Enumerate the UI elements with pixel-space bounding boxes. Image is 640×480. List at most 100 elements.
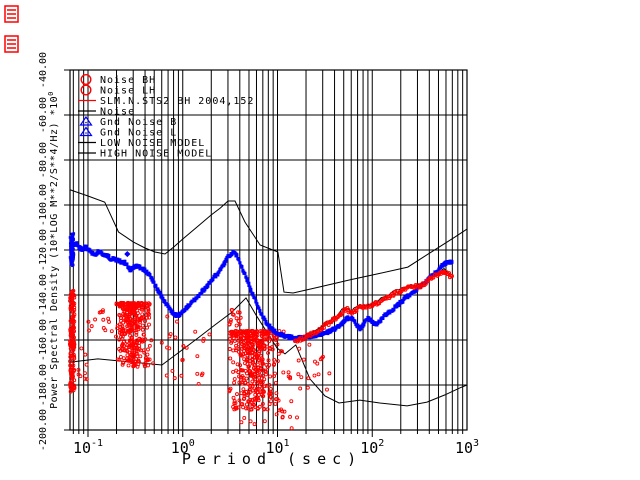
marker [433,270,437,274]
marker [84,362,89,367]
marker [120,302,125,307]
marker [245,381,250,386]
red-cluster-a [86,308,114,334]
marker [70,289,75,294]
marker [68,339,73,344]
marker [137,316,142,321]
marker [262,419,267,424]
marker [154,285,158,289]
marker [258,365,263,370]
marker [230,312,235,317]
marker [302,334,306,338]
marker [127,314,132,319]
marker [72,295,77,300]
marker [244,402,249,407]
marker [265,407,270,412]
marker [236,310,240,315]
marker [235,253,239,257]
red-dots-near-blue [227,308,243,328]
marker [69,240,73,243]
legend-label: LOW NOISE MODEL [100,138,205,149]
red-cluster-b [114,300,154,369]
marker [196,381,201,386]
marker [156,287,160,291]
marker [138,325,143,330]
marker [205,286,209,289]
marker [81,246,85,250]
marker [127,267,131,271]
marker [89,324,94,329]
blue-gnd-noise-curve [69,239,454,341]
marker [245,341,250,346]
marker [71,318,76,323]
marker [68,256,72,259]
marker [269,399,274,404]
marker [191,299,195,303]
marker [362,322,366,325]
marker [268,386,273,391]
marker [138,320,142,325]
marker [70,296,75,301]
marker [252,351,257,356]
marker [142,332,147,337]
marker [288,375,293,380]
x-tick-label: 102 [360,438,384,457]
marker [144,301,149,306]
marker [180,311,184,315]
marker [71,309,76,314]
glyph-box [4,5,19,23]
marker [361,325,365,329]
marker [121,327,126,332]
marker [245,362,250,367]
marker [140,337,145,342]
marker [208,281,212,285]
marker [327,328,331,332]
marker [270,347,275,352]
marker [170,368,175,373]
marker [82,371,87,376]
marker [282,333,286,337]
marker [268,323,272,327]
marker [72,257,75,261]
marker [71,300,75,305]
marker [165,345,170,350]
marker [289,426,294,431]
marker [184,345,189,350]
marker [346,318,350,322]
marker [375,323,379,327]
marker [327,320,332,325]
marker [268,346,273,351]
marker [117,313,122,317]
marker [399,301,403,305]
marker [273,328,277,332]
marker [69,327,74,332]
marker [250,329,255,334]
marker [219,267,223,271]
marker [133,351,138,356]
marker [216,273,220,277]
marker [275,342,280,347]
marker [262,337,267,342]
marker [306,376,311,381]
marker [263,318,267,321]
marker [217,270,221,274]
marker [146,363,151,368]
marker [144,357,149,362]
marker [378,319,382,323]
marker [450,274,454,279]
marker [447,271,452,276]
marker [115,326,120,331]
marker [237,310,242,315]
marker [382,314,386,317]
legend-triangle-icon [79,126,93,137]
marker [134,332,139,337]
marker [145,358,150,363]
marker [313,359,317,364]
marker [236,331,241,336]
marker [345,315,349,319]
marker [145,352,150,357]
marker [103,328,108,333]
marker [261,373,265,378]
marker [239,420,244,425]
